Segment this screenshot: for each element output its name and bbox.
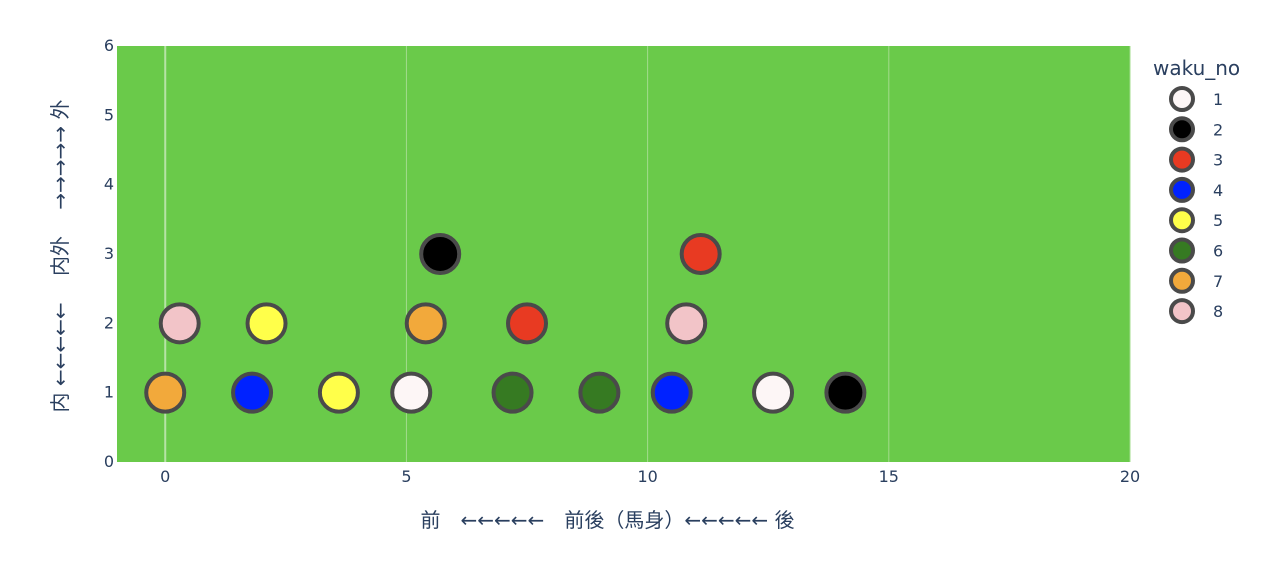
legend-label: 5 [1213, 211, 1223, 230]
legend-item-7[interactable]: 7 [1169, 267, 1223, 294]
legend-marker [1169, 237, 1195, 264]
legend-label: 2 [1213, 120, 1223, 139]
y-tick-label: 4 [104, 175, 114, 194]
legend-marker [1169, 86, 1195, 112]
data-point-waku-2[interactable] [419, 233, 462, 275]
legend-marker [1169, 146, 1195, 173]
legend-label: 3 [1213, 151, 1223, 170]
x-tick-label: 20 [1120, 467, 1140, 486]
legend-item-2[interactable]: 2 [1169, 116, 1223, 143]
legend-item-8[interactable]: 8 [1169, 298, 1223, 325]
legend-title: waku_no [1153, 56, 1240, 80]
legend-label: 6 [1213, 242, 1223, 261]
data-point-waku-1[interactable] [752, 371, 795, 414]
data-point-waku-6[interactable] [578, 371, 621, 414]
y-axis-title: 内 ←←←←← 内外 →→→→→ 外 [48, 99, 72, 412]
data-points [144, 233, 867, 414]
legend-item-4[interactable]: 4 [1169, 176, 1223, 203]
legend-item-6[interactable]: 6 [1169, 237, 1223, 264]
y-tick-label: 5 [104, 105, 114, 124]
data-point-waku-3[interactable] [679, 233, 722, 275]
legend-marker [1169, 176, 1195, 203]
x-tick-label: 5 [401, 467, 411, 486]
x-axis-ticks: 0 5 10 15 20 [160, 467, 1140, 486]
data-point-waku-3[interactable] [506, 302, 549, 345]
data-point-waku-5[interactable] [245, 302, 288, 345]
y-tick-label: 3 [104, 244, 114, 263]
x-tick-label: 10 [637, 467, 657, 486]
data-point-waku-7[interactable] [404, 302, 447, 345]
legend-marker [1169, 207, 1195, 234]
legend-item-5[interactable]: 5 [1169, 207, 1223, 234]
data-point-waku-8[interactable] [665, 302, 708, 345]
x-tick-label: 15 [879, 467, 899, 486]
data-point-waku-8[interactable] [158, 302, 201, 345]
legend-item-1[interactable]: 1 [1169, 86, 1223, 112]
legend[interactable]: 1 2 3 4 5 6 7 8 [1169, 86, 1223, 325]
x-axis-title: 前 ←←←←← 前後（馬身）←←←←← 後 [421, 508, 795, 532]
legend-label: 1 [1213, 90, 1223, 109]
data-point-waku-5[interactable] [317, 371, 360, 414]
legend-label: 4 [1213, 181, 1223, 200]
data-point-waku-6[interactable] [491, 371, 534, 414]
y-tick-label: 2 [104, 313, 114, 332]
legend-marker [1169, 298, 1195, 325]
y-axis-ticks: 0 1 2 3 4 5 6 [104, 36, 114, 471]
legend-item-3[interactable]: 3 [1169, 146, 1223, 173]
legend-label: 7 [1213, 272, 1223, 291]
data-point-waku-7[interactable] [144, 371, 187, 414]
plot-background [117, 46, 1130, 462]
legend-marker [1169, 116, 1195, 143]
x-tick-label: 0 [160, 467, 170, 486]
data-point-waku-4[interactable] [650, 371, 693, 414]
legend-marker [1169, 267, 1195, 294]
y-tick-label: 1 [104, 383, 114, 402]
y-tick-label: 0 [104, 452, 114, 471]
y-tick-label: 6 [104, 36, 114, 55]
data-point-waku-2[interactable] [824, 371, 867, 414]
data-point-waku-1[interactable] [390, 371, 433, 414]
legend-label: 8 [1213, 302, 1223, 321]
data-point-waku-4[interactable] [231, 371, 274, 414]
